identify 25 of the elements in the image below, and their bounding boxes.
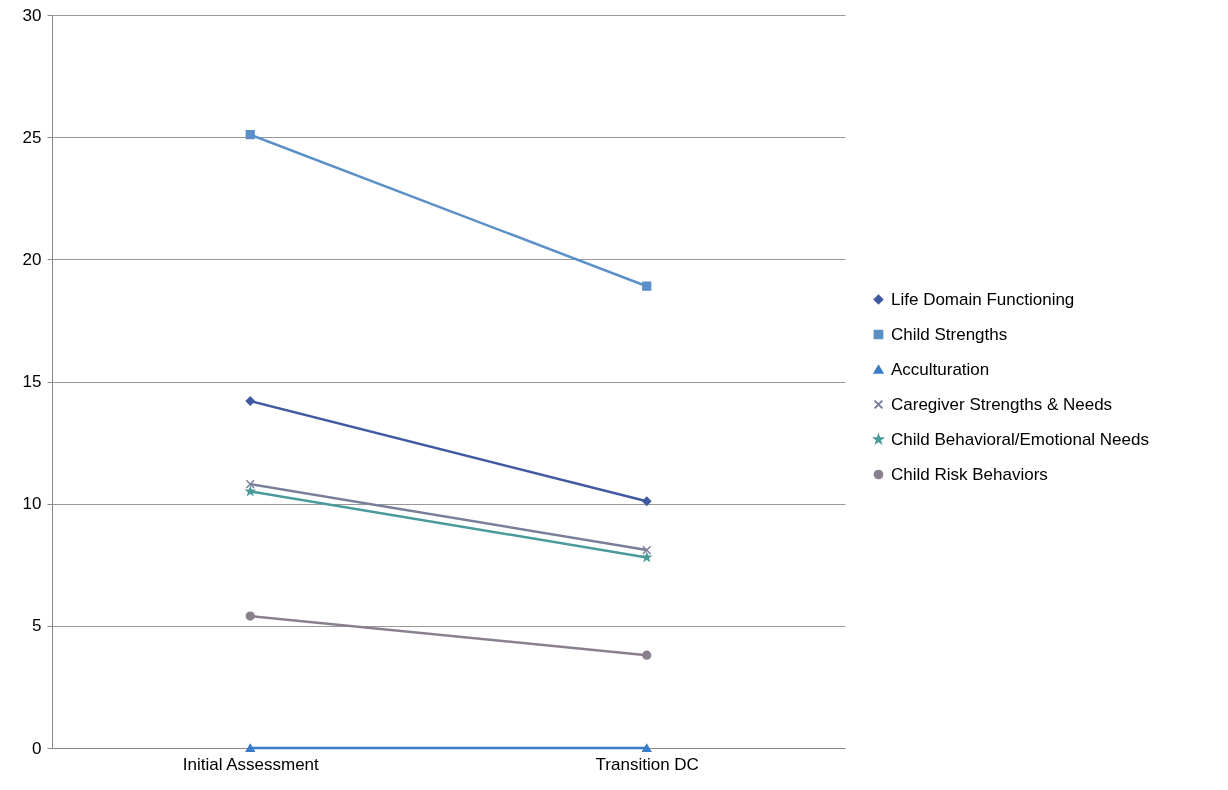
y-tick-label: 30 [22,5,42,25]
point [642,552,652,562]
point [245,479,255,489]
point [642,281,652,291]
y-tick-label: 15 [22,372,42,391]
legend-label: Acculturation [891,359,990,379]
x-tick-label: Transition DC [595,754,699,774]
point [642,496,652,506]
point [642,650,652,660]
y-tick-label: 25 [22,127,42,147]
legend-label: Child Strengths [891,324,1008,344]
legend-label: Child Risk Behaviors [891,464,1048,484]
legend-label: Caregiver Strengths & Needs [891,394,1113,414]
point [245,396,255,406]
y-tick-label: 0 [32,738,42,758]
y-tick-label: 10 [22,494,42,514]
y-tick-label: 20 [22,249,42,269]
x-tick-label: Initial Assessment [182,754,320,774]
legend-label: Life Domain Functioning [891,289,1075,309]
point [642,545,652,555]
point [245,486,255,496]
legend-label: Child Behavioral/Emotional Needs [891,429,1149,449]
y-tick-label: 5 [32,616,42,636]
point [245,130,255,140]
point [245,611,255,621]
